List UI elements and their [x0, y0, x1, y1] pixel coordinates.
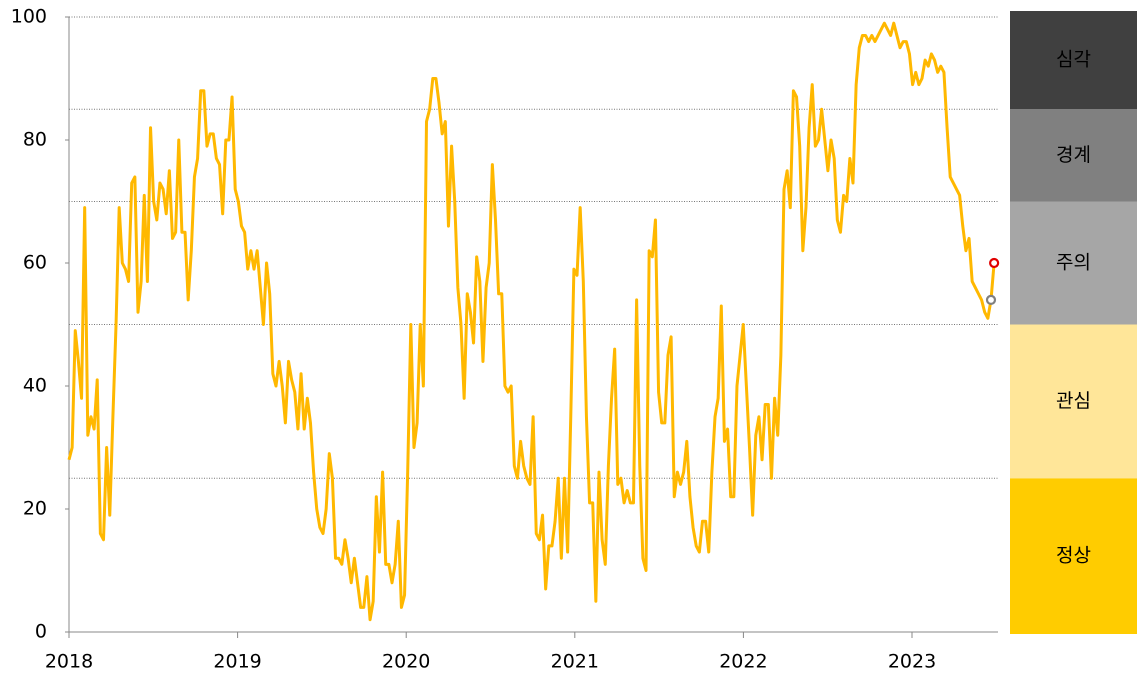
end-marker: [985, 294, 997, 305]
series-line: [67, 21, 996, 622]
zone-label: 정상: [1056, 545, 1091, 567]
y-tick-label: 60: [23, 252, 47, 274]
x-tick-label: 2021: [551, 651, 599, 673]
x-tick-label: 2022: [719, 651, 767, 673]
y-tick-label: 40: [23, 375, 47, 397]
zone-box: [1010, 11, 1137, 110]
zone-box: [1010, 109, 1137, 202]
zone-box: [1010, 201, 1137, 325]
x-tick-label: 2023: [888, 651, 936, 673]
x-tick-label: 2019: [213, 651, 261, 673]
y-tick-label: 20: [23, 498, 47, 520]
y-tick-label: 100: [11, 6, 47, 28]
zone-label: 경계: [1056, 144, 1091, 166]
zone-box: [1010, 324, 1137, 479]
y-tick-label: 80: [23, 129, 47, 151]
zone-label: 관심: [1056, 390, 1091, 412]
x-tick-label: 2020: [382, 651, 430, 673]
end-marker: [989, 257, 1000, 269]
zone-label: 심각: [1056, 49, 1091, 71]
zone-box: [1010, 478, 1137, 634]
zone-label: 주의: [1056, 252, 1091, 274]
y-tick-label: 0: [35, 621, 47, 643]
x-tick-label: 2018: [45, 651, 93, 673]
